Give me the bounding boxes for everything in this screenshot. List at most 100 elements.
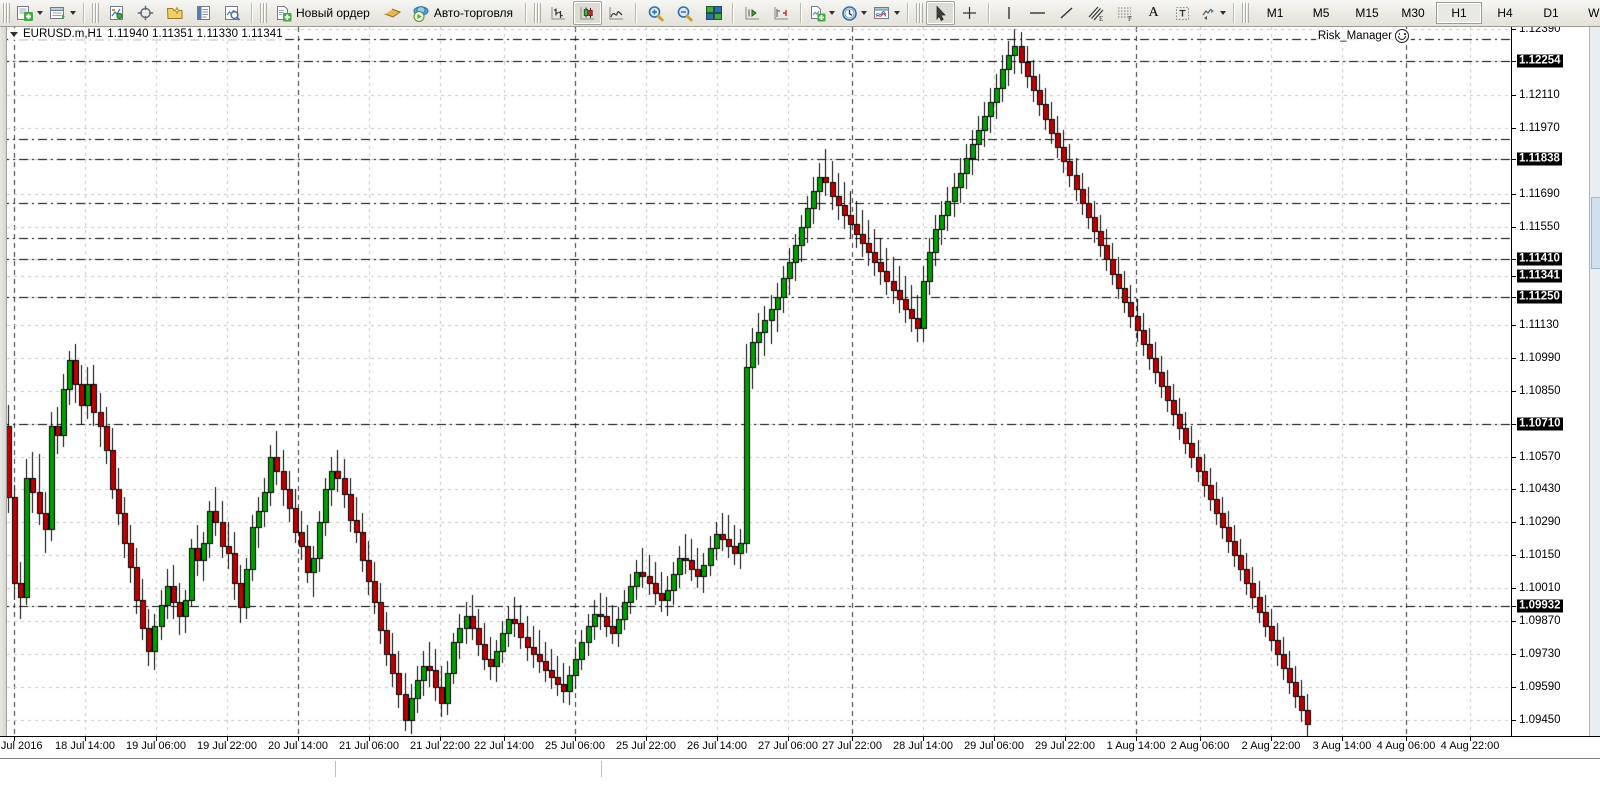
price-tick (1512, 95, 1516, 96)
toolbar-grip-view[interactable] (92, 3, 99, 23)
chart-shift-icon (774, 7, 789, 20)
new-order-button[interactable]: Новый ордер (270, 1, 378, 25)
period-clock-button[interactable] (838, 1, 870, 25)
chevron-down-icon[interactable] (70, 11, 76, 15)
terminal-button[interactable] (189, 1, 218, 25)
zoom-in-button[interactable] (641, 1, 670, 25)
candlestick-canvas[interactable] (0, 27, 1511, 736)
vertical-line-button[interactable] (994, 1, 1023, 25)
time-label: 4 Aug 22:00 (1440, 740, 1500, 752)
cursor-arrow-icon (936, 5, 946, 21)
time-tick (440, 737, 441, 741)
chevron-down-icon[interactable] (1220, 11, 1227, 15)
toolbar-grip-charttype[interactable] (534, 3, 542, 23)
fibonacci-retracement-button[interactable]: F (1110, 1, 1139, 25)
timeframe-button-w1[interactable]: W1 (1574, 2, 1600, 24)
time-tick (156, 737, 157, 741)
toolbar-separator (907, 3, 910, 23)
price-label: 1.10430 (1519, 483, 1561, 495)
zoom-out-button[interactable] (670, 1, 699, 25)
timeframe-button-m30[interactable]: M30 (1390, 2, 1436, 24)
candlestick-chart-icon (580, 7, 595, 20)
price-axis[interactable]: 1.12390 1.12254 1.12110 1.11970 1.11838 1.116… (1511, 27, 1590, 736)
price-tick (1512, 687, 1516, 688)
price-label-highlighted: 1.11838 (1517, 152, 1562, 166)
candlestick-chart-button[interactable] (573, 1, 603, 25)
chart-plot-area[interactable]: EURUSD.m,H1 1.11940 1.11351 1.11330 1.11… (0, 27, 1511, 758)
market-watch-button[interactable] (102, 1, 131, 25)
toolbar-grip-linestudies[interactable] (916, 3, 924, 23)
line-chart-button[interactable] (602, 1, 631, 25)
chevron-down-icon[interactable] (37, 11, 43, 15)
auto-scroll-button[interactable] (738, 1, 767, 25)
chevron-down-icon[interactable] (861, 11, 868, 15)
timeframe-button-m15[interactable]: M15 (1344, 2, 1390, 24)
crosshair-button[interactable] (955, 1, 984, 25)
status-bar (0, 758, 1600, 800)
horizontal-line-button[interactable] (1023, 1, 1052, 25)
time-axis[interactable]: 15 Jul 2016 18 Jul 14:00 19 Jul 06:00 19 Ju… (0, 736, 1511, 759)
strategy-tester-button[interactable] (218, 1, 247, 25)
crosshair-window-button[interactable] (131, 1, 160, 25)
svg-text:E: E (1099, 15, 1103, 22)
autotrading-button[interactable]: Авто-торговля (407, 1, 521, 25)
new-chart-button[interactable] (13, 1, 46, 25)
time-axis-corner (1511, 736, 1600, 759)
price-label: 1.09730 (1519, 648, 1561, 660)
toolbar-separator (800, 3, 803, 23)
timeframe-button-h1[interactable]: H1 (1436, 2, 1483, 24)
time-tick (1342, 737, 1343, 741)
trendline-button[interactable] (1052, 1, 1081, 25)
timeframe-button-d1[interactable]: D1 (1528, 2, 1574, 24)
price-tick (1512, 489, 1516, 490)
toolbar-grip-trading[interactable] (260, 3, 267, 23)
time-tick (85, 737, 86, 741)
arrows-button[interactable] (1197, 1, 1229, 25)
timeframe-button-m1[interactable]: M1 (1252, 2, 1298, 24)
strategy-tester-icon (225, 6, 241, 21)
price-label: 1.10570 (1519, 451, 1561, 463)
tile-windows-icon (705, 6, 722, 20)
timeframe-button-m5[interactable]: M5 (1298, 2, 1344, 24)
price-label: 1.11970 (1519, 122, 1560, 134)
price-tick (1512, 457, 1516, 458)
bar-chart-button[interactable] (544, 1, 573, 25)
smiley-icon (1395, 29, 1409, 43)
scrollbar-thumb[interactable] (1591, 197, 1600, 269)
toolbar-separator (83, 3, 85, 23)
timeframe-button-h4[interactable]: H4 (1482, 2, 1528, 24)
text-label-button[interactable] (1168, 1, 1197, 25)
templates-button[interactable] (870, 1, 903, 25)
toolbar-grip-periods[interactable] (1242, 3, 1250, 23)
chart-shift-button[interactable] (767, 1, 796, 25)
equidistant-channel-button[interactable]: E (1081, 1, 1110, 25)
svg-text:F: F (1128, 15, 1132, 22)
toolbar-separator (732, 3, 735, 23)
time-label: 15 Jul 2016 (0, 740, 43, 752)
price-tick (1512, 391, 1516, 392)
chevron-down-icon[interactable] (829, 11, 836, 15)
tile-windows-button[interactable] (699, 1, 728, 25)
chart-window-button[interactable] (46, 1, 79, 25)
chevron-down-icon[interactable] (894, 11, 901, 15)
indicators-button[interactable] (806, 1, 838, 25)
text-button[interactable]: A (1139, 1, 1168, 25)
price-label: 1.10850 (1519, 385, 1561, 397)
price-label-highlighted: 1.11250 (1517, 290, 1562, 304)
price-axis-scrollbar[interactable] (1589, 27, 1600, 736)
navigator-button[interactable] (160, 1, 189, 25)
timeframe-label: H4 (1497, 6, 1513, 20)
price-tick (1512, 720, 1516, 721)
time-label: 3 Aug 14:00 (1312, 740, 1372, 752)
metaeditor-button[interactable] (378, 1, 407, 25)
toolbar-grip-standard[interactable] (3, 3, 10, 23)
status-cell-1 (0, 761, 336, 777)
status-cell-2 (336, 761, 602, 777)
chart-menu-chevron-icon[interactable] (10, 31, 18, 37)
price-tick (1512, 128, 1516, 129)
cursor-arrow-button[interactable] (926, 1, 956, 25)
time-label: 22 Jul 14:00 (474, 740, 534, 752)
status-cell-3 (602, 761, 1600, 777)
timeframe-label: H1 (1451, 6, 1467, 20)
timeframe-label: D1 (1543, 6, 1559, 20)
